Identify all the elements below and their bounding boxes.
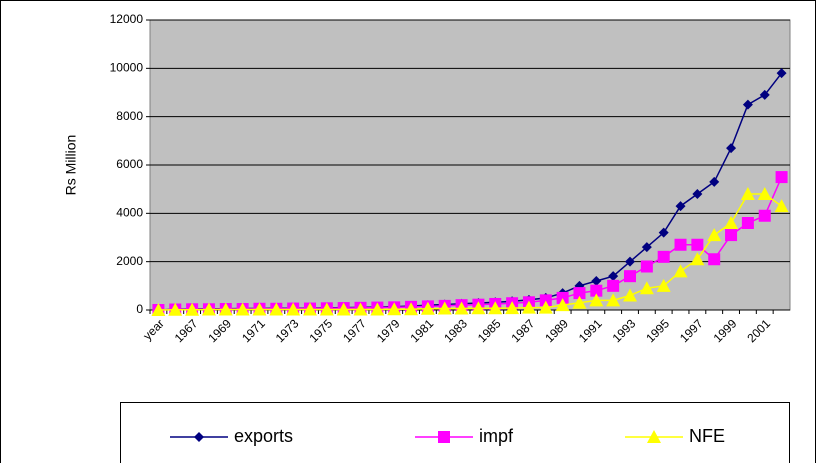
y-tick-label: 4000	[116, 206, 143, 220]
marker	[607, 279, 620, 292]
marker	[556, 291, 569, 304]
marker	[724, 216, 739, 229]
y-tick-label: 10000	[110, 61, 144, 75]
marker	[319, 302, 334, 316]
marker	[370, 302, 385, 316]
marker	[252, 302, 267, 316]
marker	[775, 171, 788, 184]
marker	[639, 281, 654, 295]
marker	[539, 294, 552, 307]
marker	[641, 242, 652, 253]
marker	[741, 217, 754, 229]
marker	[488, 301, 503, 315]
marker	[707, 228, 722, 242]
marker	[454, 301, 469, 315]
marker	[690, 252, 705, 266]
marker	[353, 302, 368, 316]
marker	[151, 303, 166, 316]
marker	[640, 260, 653, 273]
marker	[437, 301, 452, 315]
marker	[657, 250, 670, 263]
marker	[608, 271, 619, 282]
marker	[759, 89, 770, 100]
marker	[438, 431, 450, 443]
marker	[742, 99, 753, 110]
marker	[726, 143, 737, 154]
marker	[218, 302, 233, 316]
marker	[572, 295, 587, 309]
marker	[555, 298, 570, 312]
marker	[235, 302, 250, 316]
marker	[656, 278, 671, 292]
marker	[674, 238, 687, 251]
marker	[625, 256, 635, 267]
marker	[623, 288, 637, 302]
marker	[201, 302, 216, 316]
marker	[420, 301, 435, 315]
marker	[168, 302, 183, 316]
marker	[606, 293, 621, 307]
y-tick-label: 12000	[110, 12, 144, 26]
marker	[774, 199, 789, 213]
marker	[589, 293, 604, 307]
y-tick-label: 2000	[116, 254, 143, 268]
marker	[591, 276, 602, 286]
marker	[185, 302, 200, 316]
marker	[758, 209, 771, 222]
marker	[387, 302, 402, 316]
marker	[269, 302, 284, 316]
marker	[691, 238, 704, 251]
marker	[471, 301, 486, 315]
y-tick-label: 8000	[116, 109, 143, 123]
marker	[194, 432, 204, 442]
legend-label: exports	[234, 426, 293, 446]
legend-label: impf	[479, 426, 514, 446]
marker	[658, 227, 669, 238]
marker	[692, 189, 703, 199]
legend-label: NFE	[689, 426, 725, 446]
marker	[647, 430, 661, 443]
y-axis-label: Rs Million	[63, 135, 79, 196]
marker	[538, 300, 553, 314]
marker	[757, 187, 772, 200]
marker	[404, 302, 419, 316]
marker	[590, 284, 603, 297]
marker	[708, 253, 721, 266]
marker	[675, 201, 686, 212]
marker	[725, 229, 738, 242]
marker	[624, 270, 636, 283]
marker	[336, 302, 351, 316]
y-tick-label: 0	[136, 302, 143, 316]
marker	[521, 300, 536, 314]
marker	[776, 68, 787, 79]
marker	[709, 176, 720, 187]
marker	[286, 302, 301, 316]
legend-box	[120, 402, 790, 463]
marker	[505, 301, 520, 315]
marker	[740, 187, 755, 200]
marker	[673, 264, 688, 278]
marker	[303, 302, 317, 316]
y-tick-label: 6000	[116, 157, 143, 171]
marker	[573, 287, 586, 300]
